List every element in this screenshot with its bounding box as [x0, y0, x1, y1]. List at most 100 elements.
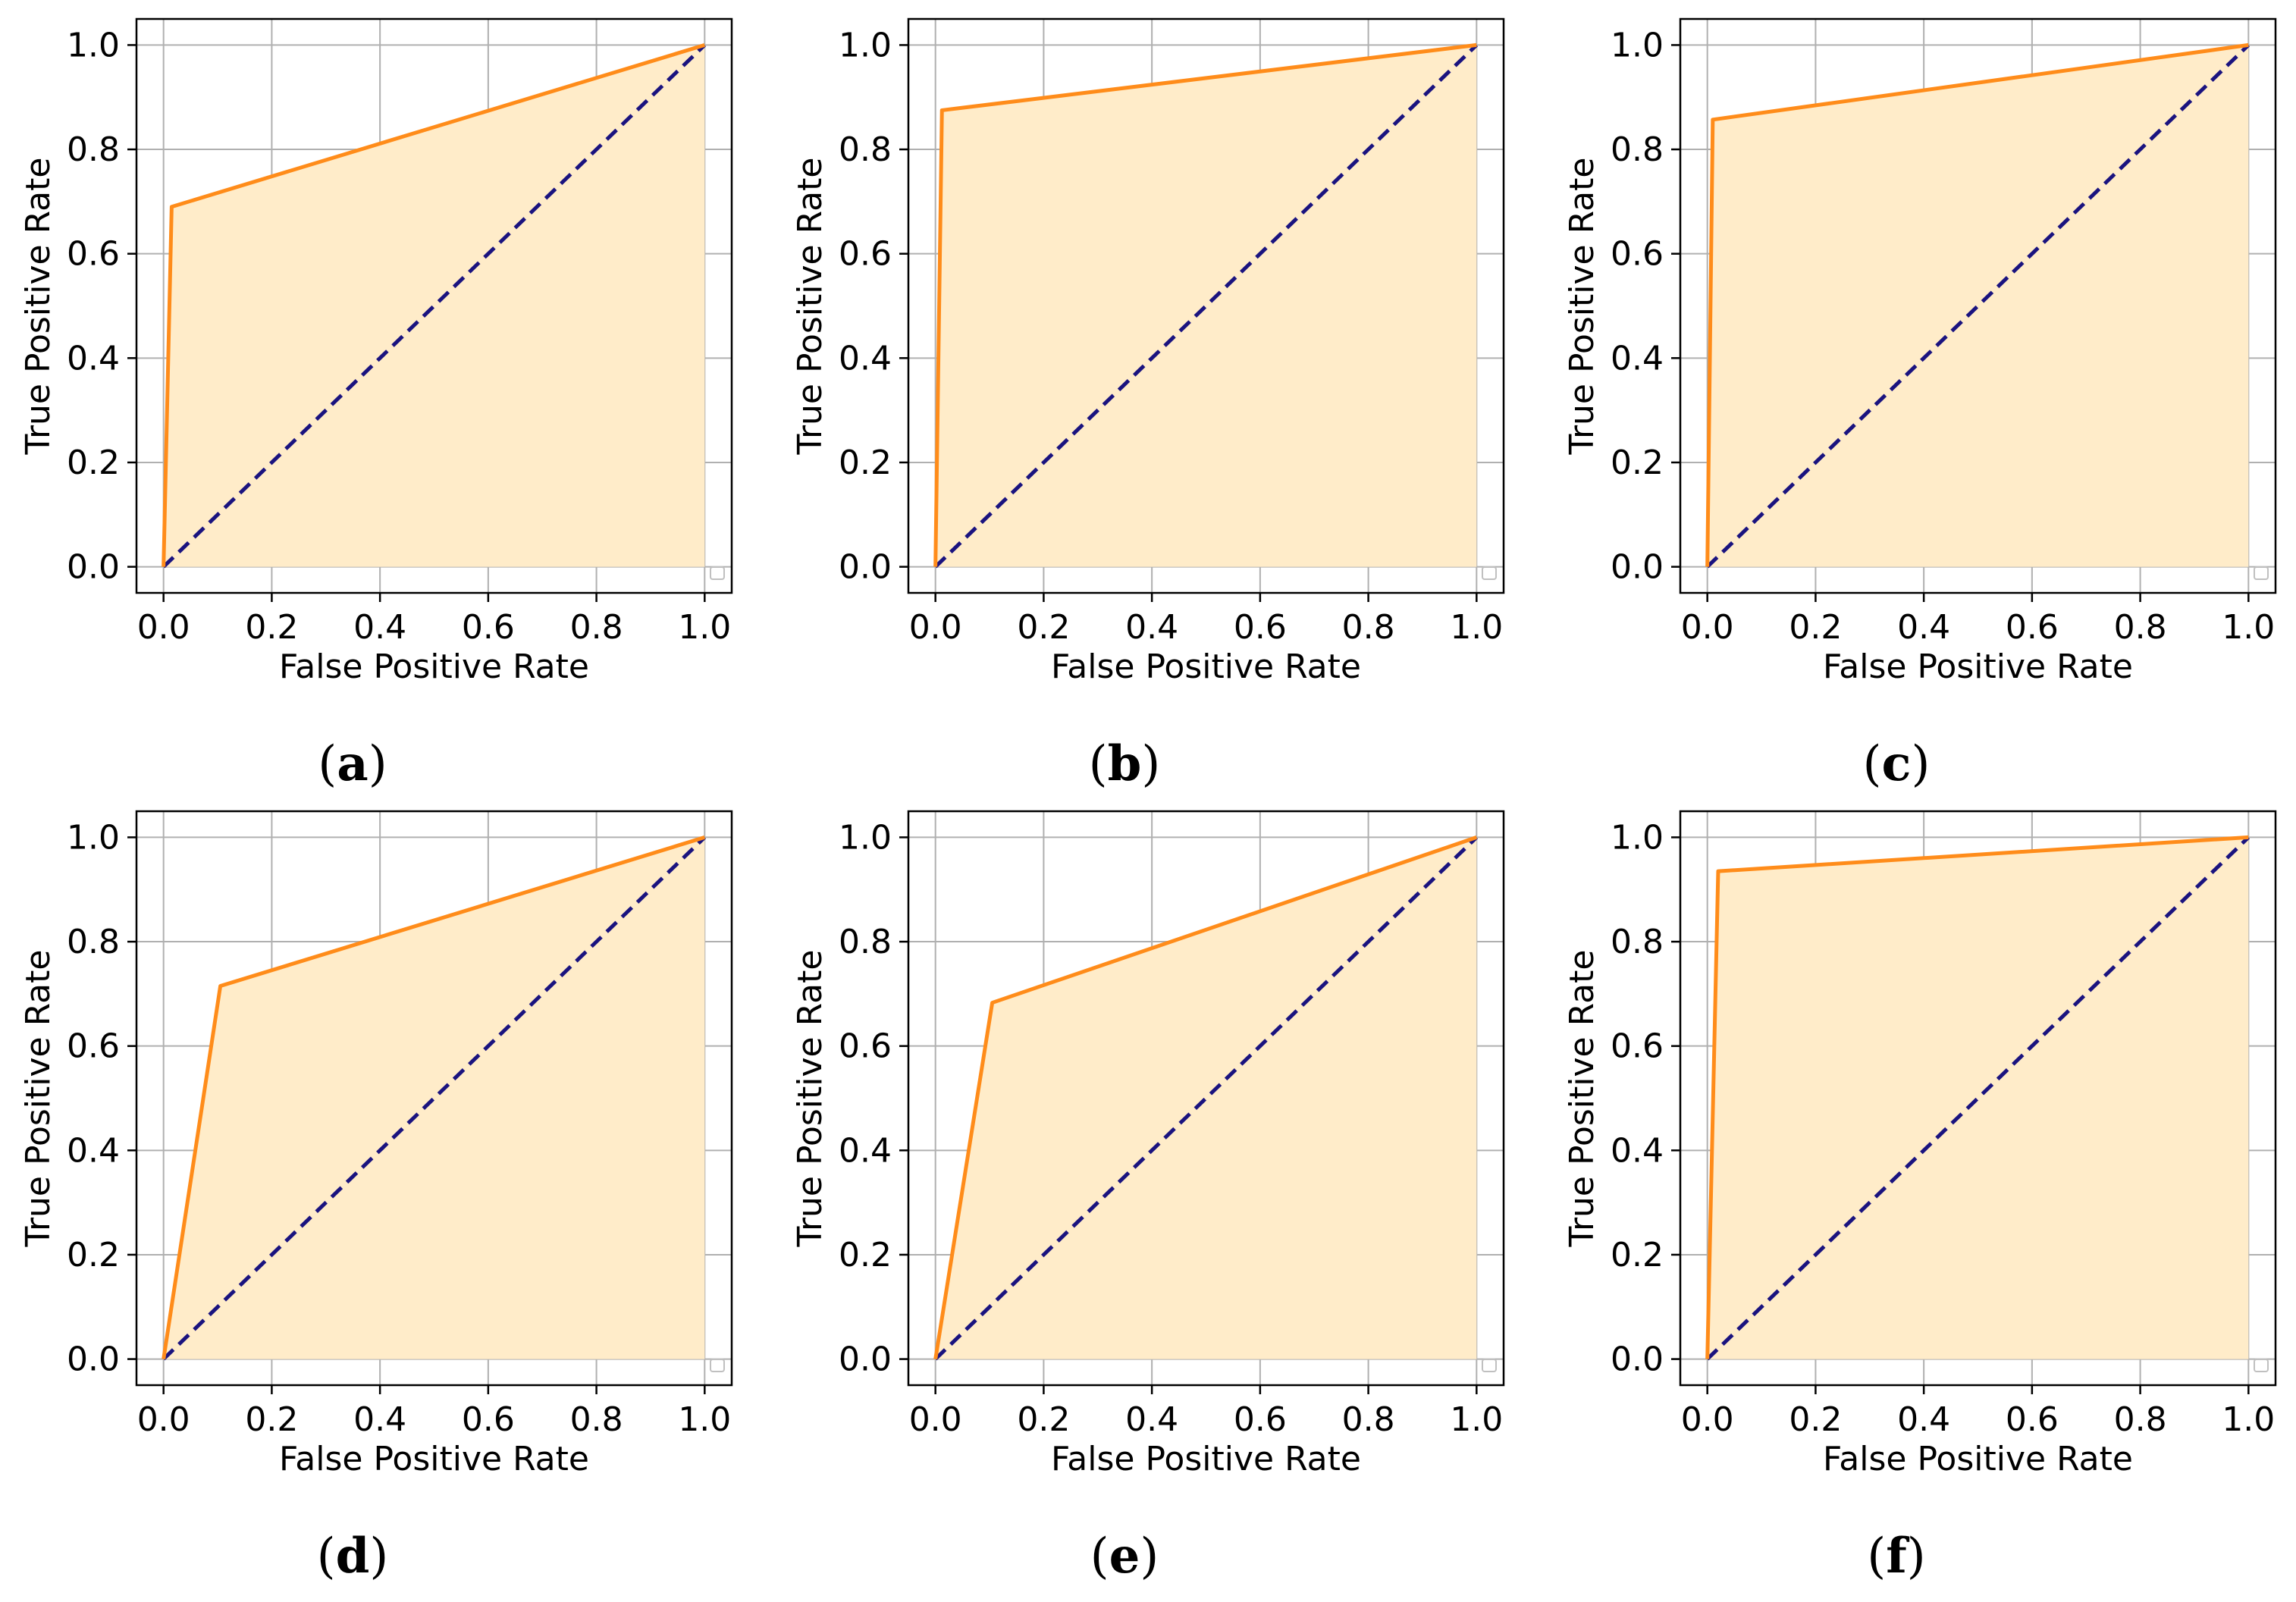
legend-box — [1482, 566, 1497, 580]
axes-frame — [907, 810, 1505, 1387]
x-tick-label: 0.4 — [353, 1400, 406, 1439]
axes-frame — [1679, 810, 2277, 1387]
roc-chart-a: 0.0 0.2 0.4 0.6 0.8 1.0 0.0 0.2 0.4 0.6 0.8 1.0 Fals… — [19, 17, 733, 686]
caption-d: (d) — [316, 1528, 389, 1585]
legend-box — [2254, 1359, 2269, 1372]
x-tick-label: 0.4 — [1125, 1400, 1178, 1439]
x-tick-label: 1.0 — [678, 608, 731, 647]
x-tick-label: 0.0 — [137, 1400, 190, 1439]
x-tick-label: 0.4 — [353, 608, 406, 647]
x-tick-label: 0.2 — [1789, 608, 1842, 647]
y-tick-label: 0.6 — [67, 235, 120, 274]
y-tick-label: 0.8 — [839, 130, 892, 169]
axes-frame — [907, 17, 1505, 594]
y-tick-label: 0.8 — [839, 923, 892, 961]
y-tick-label: 0.8 — [1611, 923, 1664, 961]
y-tick-label: 0.8 — [67, 130, 120, 169]
roc-panel-e: 0.0 0.2 0.4 0.6 0.8 1.0 0.0 0.2 0.4 0.6 0.8 1.0 Fals… — [772, 792, 1530, 1585]
y-axis-label: True Positive Rate — [19, 950, 58, 1248]
y-tick-label: 1.0 — [67, 818, 120, 857]
x-tick-label: 0.2 — [1017, 1400, 1070, 1439]
roc-chart-f: 0.0 0.2 0.4 0.6 0.8 1.0 0.0 0.2 0.4 0.6 0.8 1.0 Fals… — [1563, 810, 2277, 1478]
x-tick-label: 0.6 — [1234, 608, 1287, 647]
x-tick-label: 0.6 — [462, 1400, 515, 1439]
y-tick-label: 0.4 — [67, 1131, 120, 1170]
y-tick-label: 0.2 — [839, 444, 892, 482]
y-tick-label: 1.0 — [1611, 818, 1664, 857]
x-axis-label: False Positive Rate — [1823, 647, 2133, 686]
roc-curve-line — [162, 43, 706, 567]
y-tick-label: 0.4 — [839, 1131, 892, 1170]
roc-curve-line — [933, 42, 1477, 567]
x-tick-label: 0.8 — [570, 608, 623, 647]
x-tick-label: 0.2 — [245, 608, 298, 647]
x-tick-label: 0.4 — [1897, 1400, 1950, 1439]
caption-e: (e) — [1090, 1528, 1159, 1585]
x-axis-label: False Positive Rate — [1823, 1440, 2133, 1478]
legend-box — [2254, 566, 2269, 580]
x-tick-label: 0.8 — [2114, 608, 2167, 647]
roc-chart-d: 0.0 0.2 0.4 0.6 0.8 1.0 0.0 0.2 0.4 0.6 0.8 1.0 Fals… — [19, 810, 733, 1478]
caption-b: (b) — [1088, 735, 1161, 792]
caption-f: (f) — [1867, 1528, 1926, 1585]
y-tick-label: 0.4 — [1611, 1131, 1664, 1170]
legend-box — [1482, 1359, 1497, 1372]
y-axis-label: True Positive Rate — [1563, 950, 1601, 1248]
y-tick-label: 1.0 — [839, 26, 892, 64]
caption-a: (a) — [318, 735, 387, 792]
chance-diagonal-line — [162, 43, 707, 569]
roc-curve-line — [933, 835, 1478, 1359]
roc-panel-b: 0.0 0.2 0.4 0.6 0.8 1.0 0.0 0.2 0.4 0.6 0.8 1.0 Fals… — [772, 0, 1530, 792]
axes-frame — [135, 810, 733, 1387]
chance-diagonal-line — [1705, 43, 2251, 569]
y-tick-label: 0.4 — [839, 339, 892, 378]
y-tick-label: 0.4 — [1611, 339, 1664, 378]
x-tick-label: 0.2 — [1017, 608, 1070, 647]
chance-diagonal-line — [933, 43, 1479, 569]
x-tick-label: 0.0 — [137, 608, 190, 647]
x-tick-label: 0.2 — [1789, 1400, 1842, 1439]
x-tick-label: 1.0 — [678, 1400, 731, 1439]
y-tick-label: 0.0 — [839, 1340, 892, 1379]
y-tick-label: 1.0 — [839, 818, 892, 857]
x-tick-label: 0.6 — [1234, 1400, 1287, 1439]
y-tick-label: 0.2 — [67, 444, 120, 482]
x-tick-label: 0.6 — [2006, 608, 2059, 647]
x-axis-label: False Positive Rate — [1051, 1440, 1361, 1478]
x-tick-label: 0.6 — [2006, 1400, 2059, 1439]
roc-curve-line — [1705, 42, 2249, 567]
x-tick-label: 0.8 — [2114, 1400, 2167, 1439]
x-axis-label: False Positive Rate — [1051, 647, 1361, 686]
x-tick-label: 0.4 — [1125, 608, 1178, 647]
roc-panel-f: 0.0 0.2 0.4 0.6 0.8 1.0 0.0 0.2 0.4 0.6 0.8 1.0 Fals… — [1544, 792, 2296, 1585]
chance-diagonal-line — [1705, 835, 2251, 1361]
y-tick-label: 0.6 — [1611, 235, 1664, 274]
roc-chart-c: 0.0 0.2 0.4 0.6 0.8 1.0 0.0 0.2 0.4 0.6 0.8 1.0 Fals… — [1563, 17, 2277, 686]
y-tick-label: 0.6 — [839, 235, 892, 274]
x-axis-label: False Positive Rate — [279, 1440, 589, 1478]
x-tick-label: 0.0 — [1681, 1400, 1734, 1439]
x-axis-label: False Positive Rate — [279, 647, 589, 686]
y-axis-label: True Positive Rate — [791, 950, 830, 1248]
y-axis-label: True Positive Rate — [19, 158, 58, 456]
x-tick-label: 1.0 — [1450, 1400, 1503, 1439]
x-tick-label: 0.8 — [1342, 608, 1395, 647]
x-tick-label: 0.0 — [909, 1400, 962, 1439]
y-tick-label: 0.8 — [1611, 130, 1664, 169]
y-tick-label: 1.0 — [1611, 26, 1664, 64]
y-tick-label: 0.0 — [67, 1340, 120, 1379]
x-tick-label: 1.0 — [1450, 608, 1503, 647]
roc-panel-d: 0.0 0.2 0.4 0.6 0.8 1.0 0.0 0.2 0.4 0.6 0.8 1.0 Fals… — [0, 792, 758, 1585]
x-tick-label: 0.0 — [909, 608, 962, 647]
axes-frame — [135, 17, 733, 594]
x-tick-label: 0.8 — [570, 1400, 623, 1439]
y-axis-label: True Positive Rate — [1563, 158, 1601, 456]
y-tick-label: 0.0 — [1611, 1340, 1664, 1379]
roc-curve-line — [1705, 835, 2249, 1359]
x-tick-label: 0.0 — [1681, 608, 1734, 647]
x-tick-label: 0.8 — [1342, 1400, 1395, 1439]
x-tick-label: 1.0 — [2222, 1400, 2275, 1439]
y-tick-label: 0.2 — [839, 1236, 892, 1274]
y-tick-label: 0.4 — [67, 339, 120, 378]
